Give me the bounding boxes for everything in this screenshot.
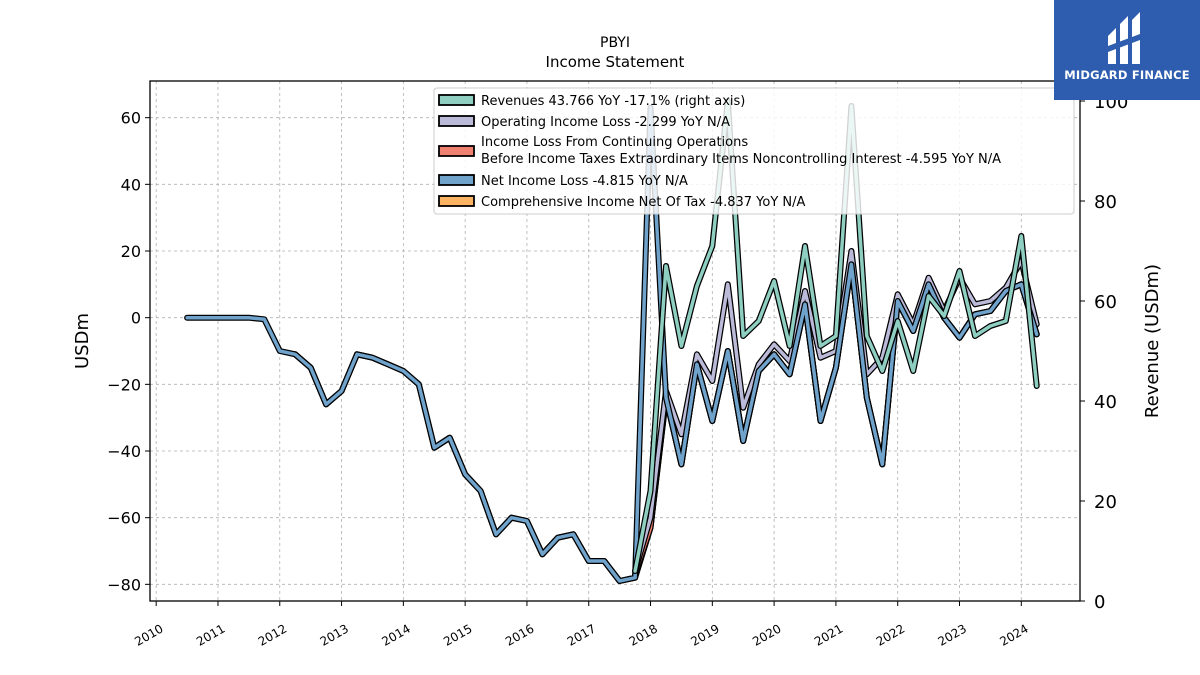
left-axis-ticks: 60 40 20 0 −20 −40 −60 −80: [107, 109, 150, 594]
legend-swatch-4: [438, 195, 475, 207]
midgard-finance-logo: MIDGARD FINANCE: [1054, 0, 1200, 100]
right-tick-label-3: 60: [1094, 292, 1117, 313]
series-0-line: [633, 99, 1039, 573]
legend-label-0: Revenues 43.766 YoY -17.1% (right axis): [481, 94, 745, 109]
left-tick-label-7: −80: [107, 575, 141, 594]
legend-box: [433, 87, 1075, 215]
logo-text: MIDGARD FINANCE: [1064, 68, 1190, 82]
series-0: [632, 98, 1040, 574]
legend-swatch-1: [438, 115, 475, 127]
right-tick-label-4: 80: [1094, 192, 1117, 213]
left-tick-label-0: 60: [121, 109, 141, 128]
legend-label-3: Net Income Loss -4.815 YoY N/A: [481, 174, 688, 189]
left-tick-label-2: 20: [121, 242, 141, 261]
right-axis-label: Revenue (USDm): [1142, 264, 1163, 418]
right-tick-label-2: 40: [1094, 392, 1117, 413]
right-tick-label-1: 20: [1094, 492, 1117, 513]
legend-label-2-line2: Before Income Taxes Extraordinary Items …: [481, 152, 1001, 167]
legend-label-1: Operating Income Loss -2.299 YoY N/A: [481, 115, 730, 130]
legend-swatch-2: [438, 145, 475, 157]
legend-label-4: Comprehensive Income Net Of Tax -4.837 Y…: [481, 195, 806, 210]
chart-subtitle: Income Statement: [546, 53, 685, 71]
left-tick-label-6: −60: [107, 509, 141, 528]
right-tick-label-0: 0: [1094, 592, 1105, 613]
logo-mark-icon: [1108, 12, 1140, 64]
plot-frame: [149, 80, 1081, 602]
legend-label-2: Income Loss From Continuing Operations: [481, 135, 748, 150]
left-tick-label-3: 0: [131, 309, 141, 328]
legend-swatch-3: [438, 174, 475, 186]
series-layer: [184, 98, 1040, 584]
chart-title: PBYI: [600, 35, 630, 51]
left-tick-label-5: −40: [107, 442, 141, 461]
left-axis-label: USDm: [72, 313, 93, 369]
left-tick-label-1: 40: [121, 175, 141, 194]
left-tick-label-4: −20: [107, 375, 141, 394]
legend-swatch-0: [438, 94, 475, 106]
legend: Revenues 43.766 YoY -17.1% (right axis) O…: [433, 87, 1075, 215]
